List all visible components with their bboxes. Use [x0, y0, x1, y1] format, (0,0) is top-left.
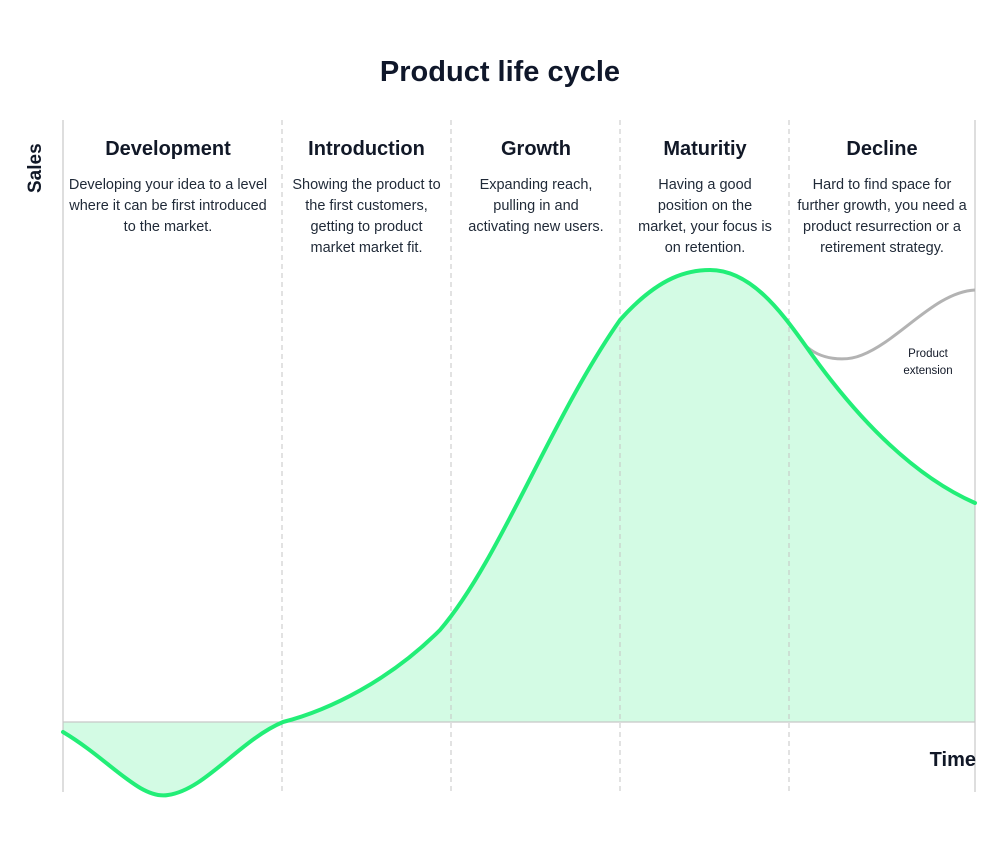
sales-area-fill: [63, 270, 975, 796]
product-extension-label: Product extension: [903, 348, 953, 377]
phase-description: Having a good position on the market, yo…: [638, 177, 772, 256]
chart-title: Product life cycle: [379, 56, 621, 88]
product-extension-curve: [803, 288, 976, 361]
phase-title: Introduction: [308, 138, 425, 160]
phase-title: Decline: [846, 138, 918, 160]
phase-description: Developing your idea to a level where it…: [68, 177, 268, 235]
phase-title: Growth: [501, 138, 571, 160]
x-axis-label: Time: [929, 749, 976, 771]
phase-description: Showing the product to the first custome…: [292, 177, 441, 256]
phase-description: Expanding reach, pulling in and activati…: [468, 177, 604, 235]
phase-development: Development Developing your idea to a le…: [66, 138, 270, 238]
phase-maturity: Maturitiy Having a good position on the …: [632, 138, 778, 259]
phase-introduction: Introduction Showing the product to the …: [289, 138, 444, 259]
phase-title: Maturitiy: [663, 138, 747, 160]
y-axis-label: Sales: [25, 143, 46, 193]
phase-decline: Decline Hard to find space for further g…: [792, 138, 972, 259]
phase-title: Development: [105, 138, 231, 160]
phase-growth: Growth Expanding reach, pulling in and a…: [463, 138, 609, 238]
sales-curve: [61, 267, 977, 798]
phase-description: Hard to find space for further growth, y…: [797, 177, 967, 256]
